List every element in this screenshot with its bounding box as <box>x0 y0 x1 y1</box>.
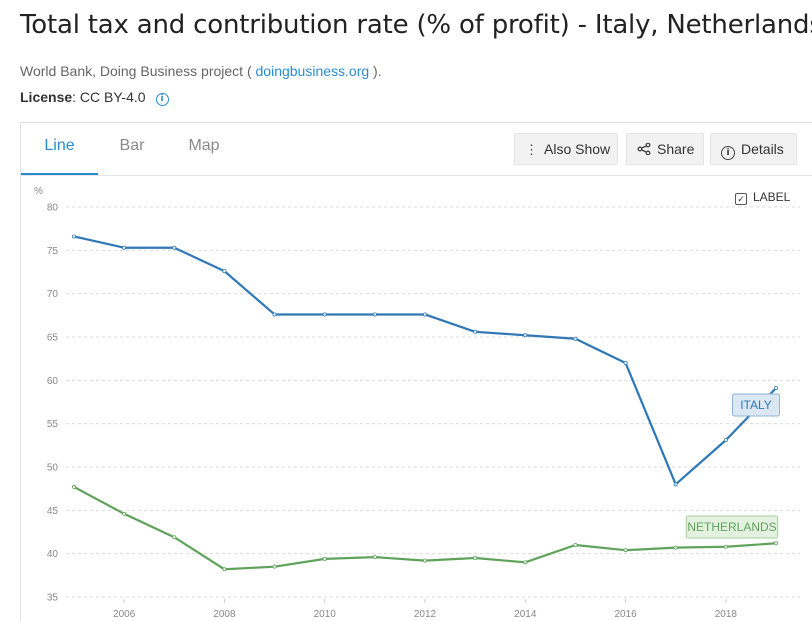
data-point-italy <box>473 329 478 334</box>
tab-bar[interactable]: Bar <box>119 137 145 154</box>
data-point-netherlands <box>673 545 678 550</box>
data-point-netherlands <box>774 541 779 546</box>
data-point-netherlands <box>623 548 628 553</box>
series-line-italy <box>73 235 777 486</box>
checkbox-checked-icon: ✓ <box>735 193 747 205</box>
x-tick-label: 2014 <box>514 609 537 620</box>
also-show-label: Also Show <box>544 141 611 157</box>
y-tick-label: 60 <box>47 376 59 387</box>
series-label-box <box>685 515 779 539</box>
series-label-box <box>732 393 780 417</box>
y-tick-label: 35 <box>47 593 59 604</box>
data-point-italy <box>322 312 327 317</box>
share-button[interactable]: Share <box>626 133 704 165</box>
license-line: License: CC BY-4.0 i <box>20 89 169 106</box>
series-label: ITALY <box>740 398 772 412</box>
chart-panel: Line Bar Map ⋮ Also Show Share i Details <box>20 122 812 621</box>
page-title: Total tax and contribution rate (% of pr… <box>20 10 812 40</box>
details-label: Details <box>741 141 784 157</box>
data-point-italy <box>122 245 127 250</box>
info-icon[interactable]: i <box>155 93 169 106</box>
view-tabs: Line Bar Map ⋮ Also Show Share i Details <box>21 123 812 176</box>
x-tick-label: 2006 <box>113 609 136 620</box>
source-line: World Bank, Doing Business project ( doi… <box>20 63 382 79</box>
data-point-italy <box>573 336 578 341</box>
series-line-netherlands <box>73 485 777 571</box>
details-button[interactable]: i Details <box>710 133 797 165</box>
y-tick-label: 80 <box>47 203 59 214</box>
source-link[interactable]: doingbusiness.org <box>255 63 370 79</box>
also-show-button[interactable]: ⋮ Also Show <box>514 133 618 165</box>
y-tick-label: 50 <box>47 463 59 474</box>
vertical-dots-icon: ⋮ <box>525 142 538 157</box>
data-point-netherlands <box>272 564 277 569</box>
y-axis-unit: % <box>34 186 43 197</box>
license-value: : CC BY-4.0 <box>72 89 146 105</box>
data-point-netherlands <box>573 543 578 548</box>
data-point-italy <box>272 312 277 317</box>
data-point-netherlands <box>172 535 177 540</box>
data-point-italy <box>523 333 528 338</box>
x-tick-label: 2012 <box>414 609 437 620</box>
info-circle-icon: i <box>721 146 735 160</box>
y-tick-label: 45 <box>47 506 59 517</box>
x-tick-label: 2018 <box>715 609 738 620</box>
data-point-netherlands <box>372 555 377 560</box>
label-toggle[interactable]: ✓ LABEL <box>735 190 790 205</box>
series-label: NETHERLANDS <box>687 520 776 534</box>
data-point-italy <box>673 482 678 487</box>
data-point-netherlands <box>72 484 77 489</box>
label-toggle-text: LABEL <box>753 190 791 204</box>
source-suffix: ). <box>373 63 382 79</box>
data-point-netherlands <box>523 560 528 565</box>
tab-map[interactable]: Map <box>188 137 220 154</box>
data-point-netherlands <box>473 556 478 561</box>
data-point-netherlands <box>222 567 227 572</box>
x-tick-label: 2016 <box>614 609 637 620</box>
data-point-italy <box>723 438 728 443</box>
data-point-italy <box>372 312 377 317</box>
share-icon <box>637 135 651 165</box>
y-tick-label: 40 <box>47 549 59 560</box>
y-tick-label: 75 <box>47 246 59 257</box>
y-tick-label: 70 <box>47 289 59 300</box>
data-point-netherlands <box>422 558 427 563</box>
data-point-italy <box>774 386 779 391</box>
data-point-italy <box>422 312 427 317</box>
license-label: License <box>20 89 73 105</box>
data-point-netherlands <box>122 511 127 516</box>
x-tick-label: 2008 <box>213 609 236 620</box>
tab-line[interactable]: Line <box>21 123 98 175</box>
data-point-italy <box>72 234 77 239</box>
y-tick-label: 55 <box>47 419 59 430</box>
data-point-italy <box>623 360 628 365</box>
y-tick-label: 65 <box>47 333 59 344</box>
data-point-netherlands <box>723 544 728 549</box>
data-point-italy <box>172 245 177 250</box>
share-label: Share <box>657 141 695 157</box>
data-point-netherlands <box>322 556 327 561</box>
data-point-italy <box>222 269 227 274</box>
x-tick-label: 2010 <box>314 609 337 620</box>
source-prefix: World Bank, Doing Business project ( <box>20 63 252 79</box>
